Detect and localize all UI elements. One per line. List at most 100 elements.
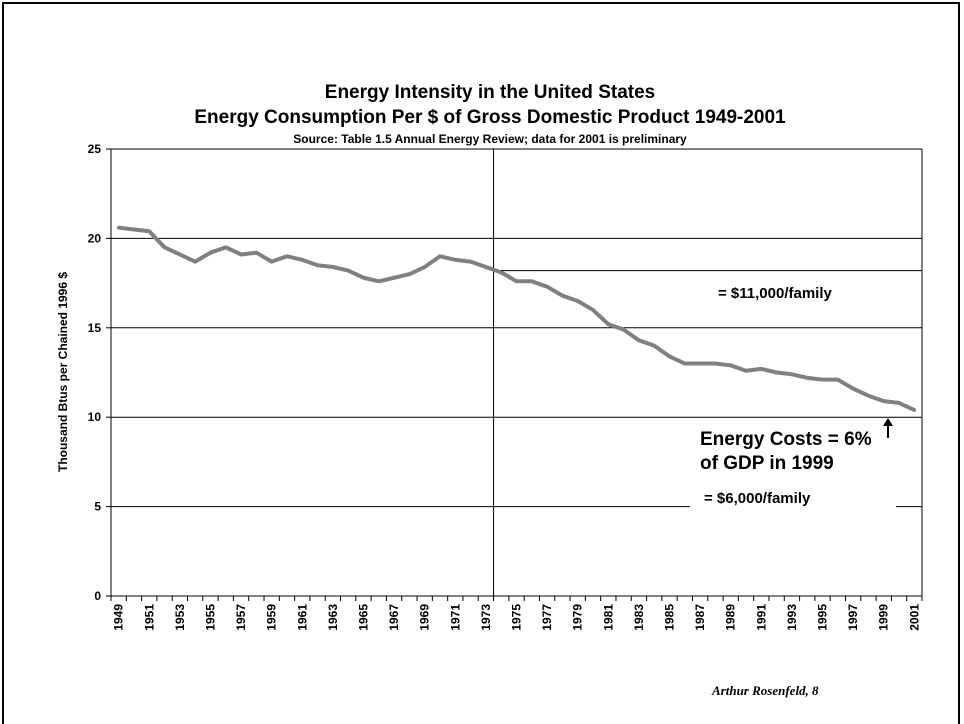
data-point-1981	[606, 322, 611, 327]
y-tick-label-10: 10	[88, 410, 102, 424]
annotation-energy-costs-line2: of GDP in 1999	[700, 453, 834, 474]
data-point-1949	[116, 225, 121, 230]
data-point-1973	[484, 265, 488, 269]
x-tick-label-1973: 1973	[479, 604, 493, 631]
data-point-1996	[836, 377, 840, 382]
data-point-1958	[254, 250, 259, 255]
data-point-2001	[912, 408, 917, 412]
axes	[106, 148, 923, 601]
x-tick-label-1991: 1991	[754, 604, 768, 631]
data-point-1995	[820, 377, 825, 382]
data-point-1955	[208, 250, 213, 255]
data-point-1990	[744, 368, 748, 373]
y-axis-label: Thousand Btus per Chained 1996 $	[56, 272, 70, 472]
x-tick-label-1971: 1971	[448, 604, 462, 631]
data-point-1997	[851, 386, 855, 391]
x-tick-label-1993: 1993	[785, 604, 799, 631]
data-point-1971	[453, 258, 458, 262]
chart-subtitle: Energy Consumption Per $ of Gross Domest…	[194, 107, 786, 128]
data-point-1976	[530, 279, 534, 284]
annotation-family-high: = $11,000/family	[718, 285, 832, 302]
x-tick-label-2001: 2001	[907, 604, 921, 631]
y-tick-label-20: 20	[88, 231, 102, 245]
y-tick-label-0: 0	[94, 589, 101, 603]
x-tick-label-1995: 1995	[816, 604, 830, 631]
data-point-1959	[269, 259, 274, 264]
annotation-energy-costs-line1: Energy Costs = 6%	[700, 429, 872, 450]
x-tick-label-1957: 1957	[234, 604, 248, 631]
y-tick-labels: 0 5 10 15 20 25	[88, 142, 102, 603]
data-point-1957	[239, 252, 243, 257]
data-point-1956	[223, 245, 228, 250]
x-tick-label-1981: 1981	[601, 604, 615, 631]
x-tick-label-1963: 1963	[326, 604, 340, 631]
y-tick-label-15: 15	[88, 321, 102, 335]
x-tick-label-1999: 1999	[877, 604, 891, 631]
data-point-1960	[285, 254, 289, 259]
annotations: = $11,000/family Energy Costs = 6% of GD…	[501, 270, 922, 507]
x-tick-label-1961: 1961	[295, 604, 309, 631]
chart-source: Source: Table 1.5 Annual Energy Review; …	[293, 132, 687, 146]
x-tick-labels: 1949 1951 1953 1955 1957 1959 1961 1963 1965 1967…	[112, 604, 922, 631]
x-tick-label-1983: 1983	[632, 604, 646, 631]
y-tick-label-25: 25	[88, 142, 102, 156]
data-point-1951	[147, 229, 152, 234]
data-point-1998	[866, 393, 871, 398]
data-point-1999	[881, 399, 886, 403]
data-point-1950	[132, 227, 136, 232]
data-point-1953	[178, 252, 182, 257]
x-tick-label-1951: 1951	[142, 604, 156, 631]
x-tick-label-1953: 1953	[173, 604, 187, 631]
x-tick-label-1949: 1949	[112, 604, 126, 631]
data-point-1992	[774, 370, 779, 375]
data-point-1987	[698, 361, 702, 366]
x-tick-label-1997: 1997	[846, 604, 860, 631]
data-point-1972	[468, 259, 473, 264]
x-tick-label-1965: 1965	[356, 604, 370, 631]
annotation-family-low: = $6,000/family	[704, 490, 811, 507]
data-point-1963	[331, 265, 335, 269]
data-point-1968	[407, 272, 412, 276]
data-point-1961	[300, 258, 305, 262]
data-point-1993	[790, 372, 794, 377]
data-point-1966	[376, 279, 381, 284]
arrow-head	[883, 418, 893, 426]
data-point-1954	[193, 259, 197, 264]
x-tick-label-1985: 1985	[663, 604, 677, 631]
x-tick-label-1967: 1967	[387, 604, 401, 631]
data-point-1980	[591, 308, 595, 312]
data-point-1978	[560, 293, 565, 298]
data-point-1952	[162, 245, 167, 250]
data-point-1970	[438, 254, 442, 259]
data-point-1994	[805, 376, 810, 380]
data-point-1984	[652, 343, 657, 348]
x-tick-label-1979: 1979	[571, 604, 585, 631]
data-point-1969	[422, 265, 427, 269]
y-tick-label-5: 5	[94, 500, 101, 514]
data-point-1985	[667, 354, 672, 359]
x-tick-label-1955: 1955	[203, 604, 217, 631]
data-point-1991	[759, 367, 764, 371]
data-point-1964	[346, 268, 350, 273]
x-tick-label-1977: 1977	[540, 604, 554, 631]
series-marks	[116, 225, 917, 412]
data-point-1979	[575, 299, 580, 303]
author-credit: Arthur Rosenfeld, 8	[711, 683, 819, 698]
grid-lines	[111, 148, 922, 596]
data-point-1989	[728, 363, 733, 368]
x-tick-label-1975: 1975	[510, 604, 524, 631]
x-tick-label-1969: 1969	[418, 604, 432, 631]
x-tick-label-1959: 1959	[265, 604, 279, 631]
data-point-2000	[897, 401, 901, 405]
data-point-1988	[713, 361, 718, 366]
data-point-1982	[621, 327, 626, 332]
x-tick-label-1989: 1989	[724, 604, 738, 631]
chart-title: Energy Intensity in the United States	[325, 82, 655, 103]
data-point-1975	[514, 279, 519, 284]
data-point-1974	[499, 270, 504, 275]
data-point-1962	[315, 263, 320, 268]
data-point-1967	[392, 275, 396, 280]
series-line-0	[118, 225, 916, 412]
